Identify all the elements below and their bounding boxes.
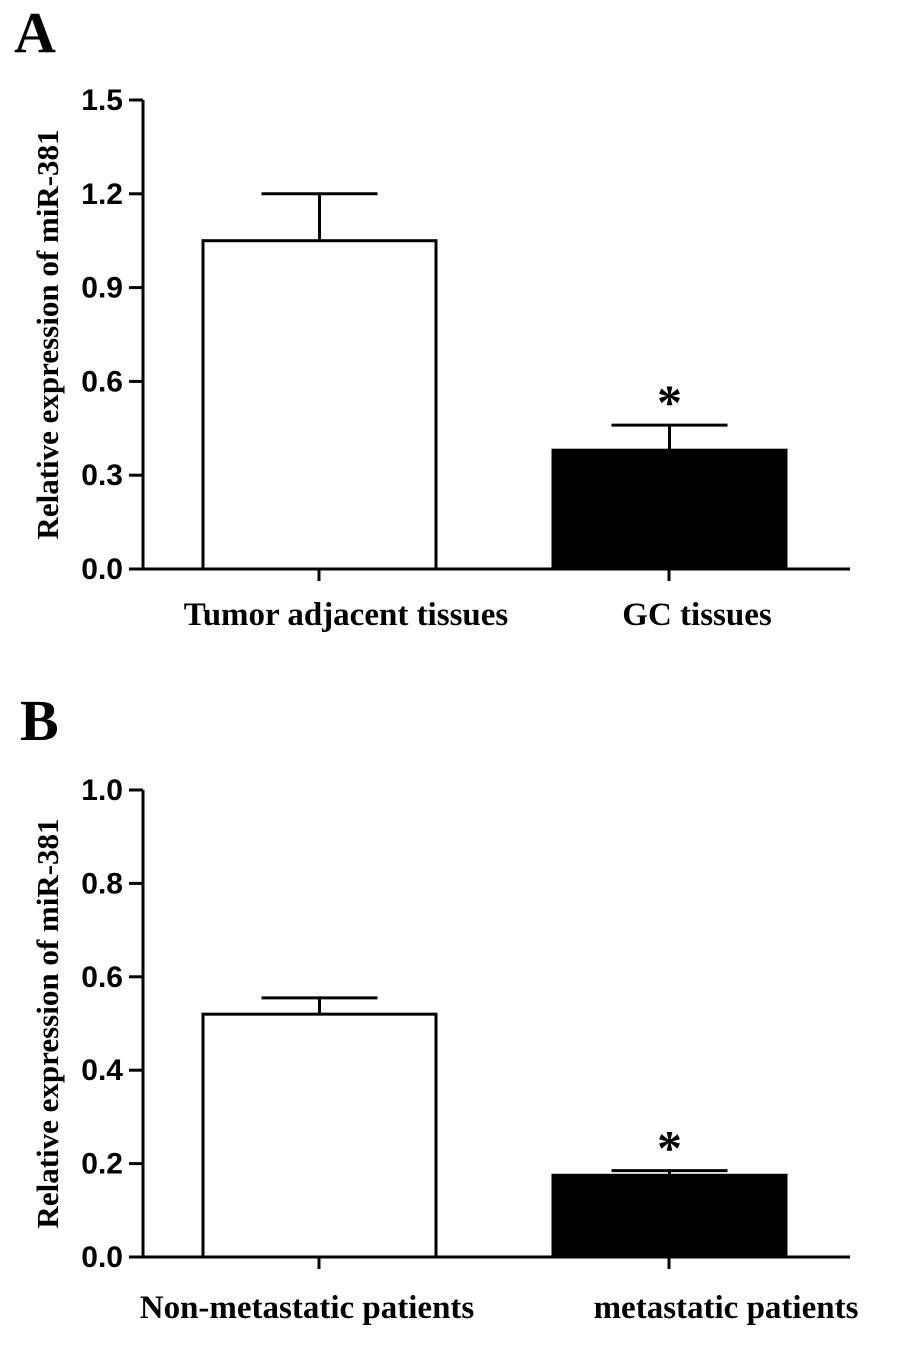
- bar: [551, 1173, 788, 1259]
- y-tick-label: 1.0: [81, 774, 123, 807]
- bar: [551, 448, 788, 571]
- x-tick-label: Non-metastatic patients: [140, 1290, 475, 1326]
- x-tick-label: metastatic patients: [594, 1290, 859, 1326]
- y-axis-label: Relative expression of miR-381: [30, 129, 65, 539]
- panel-letter: A: [14, 0, 56, 65]
- y-tick-label: 0.0: [81, 553, 123, 586]
- y-tick-label: 0.9: [81, 272, 123, 305]
- y-tick-label: 0.2: [81, 1148, 123, 1181]
- significance-marker: *: [657, 374, 682, 430]
- y-tick-label: 1.2: [81, 178, 123, 211]
- y-tick-label: 0.0: [81, 1241, 123, 1274]
- x-tick-label: Tumor adjacent tissues: [184, 597, 509, 633]
- y-tick-label: 1.5: [81, 84, 123, 117]
- x-tick-label: GC tissues: [622, 597, 772, 633]
- bar: [201, 1012, 438, 1259]
- y-tick-label: 0.8: [81, 867, 123, 900]
- panel-letter: B: [20, 688, 59, 753]
- y-tick-label: 0.6: [81, 961, 123, 994]
- significance-marker: *: [657, 1120, 682, 1176]
- y-axis-label: Relative expression of miR-381: [30, 818, 65, 1228]
- y-tick-label: 0.3: [81, 459, 123, 492]
- y-tick-label: 0.4: [81, 1054, 123, 1087]
- bar: [201, 239, 438, 571]
- y-tick-label: 0.6: [81, 365, 123, 398]
